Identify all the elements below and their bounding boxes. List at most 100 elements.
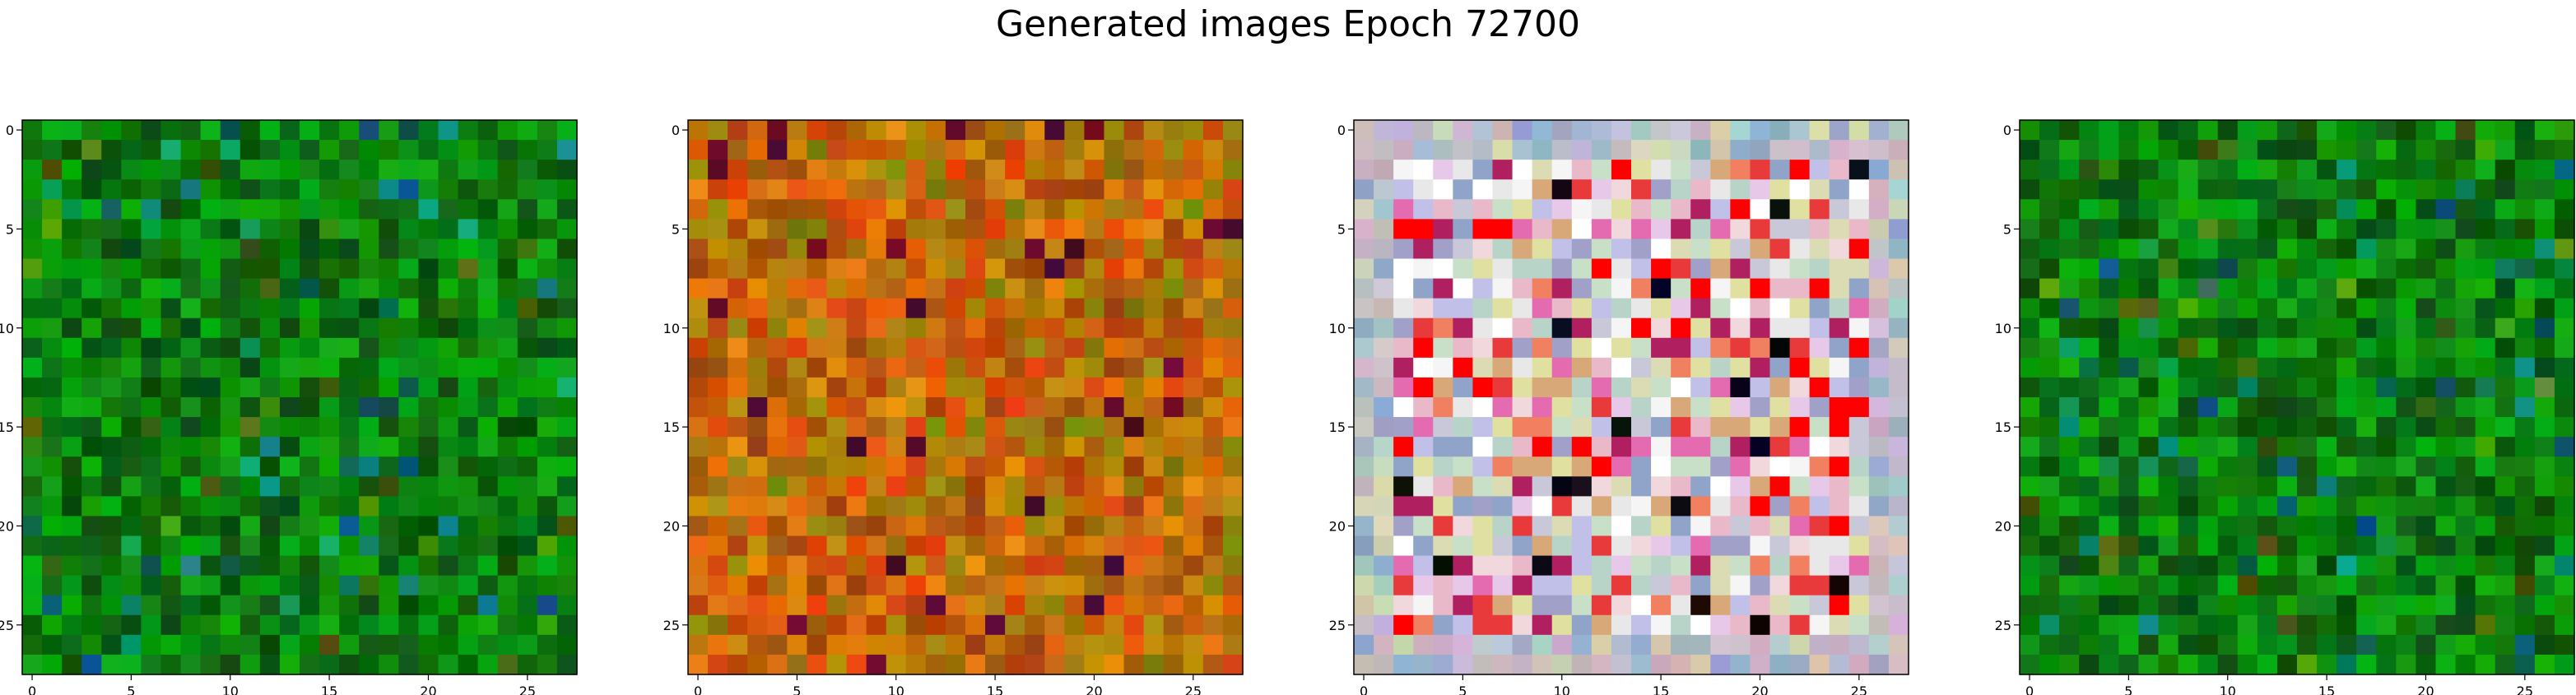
pixel-cell [279, 654, 300, 675]
pixel-cell [497, 496, 518, 517]
pixel-cell [1671, 535, 1691, 557]
pixel-cell [1222, 298, 1244, 319]
pixel-cell [1104, 258, 1125, 280]
pixel-cell [2514, 417, 2536, 438]
pixel-cell [359, 140, 379, 160]
pixel-cell [1374, 397, 1394, 418]
pixel-cell [2475, 595, 2496, 616]
pixel-cell [398, 456, 420, 477]
pixel-cell [220, 417, 241, 438]
pixel-cell [1888, 317, 1909, 339]
pixel-cell [2554, 298, 2575, 319]
pixel-cell [1789, 140, 1811, 160]
pixel-cell [180, 377, 202, 398]
pixel-cell [300, 278, 320, 299]
pixel-cell [180, 258, 202, 280]
pixel-cell [866, 278, 887, 299]
pixel-cell [2435, 476, 2457, 497]
pixel-cell [2217, 417, 2239, 438]
pixel-cell [458, 357, 479, 378]
pixel-cell [2356, 120, 2377, 141]
pixel-cell [2396, 377, 2417, 398]
pixel-cell [1413, 535, 1434, 557]
pixel-cell [965, 357, 986, 378]
pixel-cell [728, 535, 748, 557]
y-tick-label: 10 [1995, 321, 2011, 336]
pixel-cell [1611, 298, 1632, 319]
pixel-cell [925, 535, 946, 557]
pixel-cell [688, 397, 709, 418]
pixel-cell [1163, 219, 1184, 240]
pixel-cell [1888, 120, 1909, 141]
pixel-cell [1809, 555, 1830, 577]
pixel-cell [319, 357, 340, 378]
pixel-cell [905, 456, 927, 477]
pixel-cell [747, 120, 768, 141]
pixel-cell [2416, 516, 2437, 537]
pixel-cell [1551, 476, 1573, 497]
pixel-cell [2276, 179, 2298, 200]
pixel-cell [22, 654, 43, 675]
pixel-cell [866, 496, 887, 517]
pixel-cell [2099, 298, 2119, 319]
pixel-cell [2079, 535, 2099, 557]
pixel-cell [2317, 496, 2337, 517]
pixel-cell [2297, 179, 2318, 200]
pixel-cell [965, 278, 986, 299]
pixel-cell [1829, 555, 1850, 577]
pixel-cell [2059, 397, 2080, 418]
pixel-cell [2495, 357, 2516, 378]
pixel-cell [1750, 634, 1771, 656]
pixel-cell [747, 456, 768, 477]
pixel-cell [1064, 140, 1086, 160]
pixel-cell [1888, 614, 1909, 636]
pixel-cell [1591, 140, 1612, 160]
pixel-cell [239, 634, 261, 656]
pixel-cell [1750, 417, 1771, 438]
pixel-cell [2495, 437, 2516, 457]
pixel-cell [477, 357, 499, 378]
pixel-cell [728, 476, 748, 497]
pixel-cell [1848, 120, 1870, 141]
pixel-cell [2099, 239, 2119, 260]
pixel-cell [1453, 357, 1474, 378]
pixel-cell [1868, 456, 1890, 477]
pixel-cell [2039, 219, 2060, 240]
pixel-cell [767, 278, 788, 299]
pixel-cell [160, 496, 182, 517]
pixel-cell [2059, 496, 2080, 517]
pixel-cell [2020, 654, 2040, 675]
pixel-cell [477, 377, 499, 398]
pixel-cell [2079, 120, 2099, 141]
pixel-cell [1671, 595, 1691, 616]
pixel-cell [728, 298, 748, 319]
pixel-cell [1104, 120, 1125, 141]
pixel-cell [2455, 239, 2476, 260]
pixel-cell [1848, 417, 1870, 438]
pixel-cell [517, 337, 538, 359]
pixel-cell [220, 654, 241, 675]
pixel-cell [807, 337, 828, 359]
pixel-cell [985, 377, 1006, 398]
pixel-cell [160, 258, 182, 280]
pixel-cell [1591, 595, 1612, 616]
pixel-cell [1671, 160, 1691, 180]
pixel-cell [708, 496, 728, 517]
pixel-cell [359, 654, 379, 675]
pixel-cell [2197, 357, 2219, 378]
pixel-cell [1631, 654, 1652, 675]
pixel-cell [708, 258, 728, 280]
pixel-cell [2495, 555, 2516, 577]
pixel-cell [300, 595, 320, 616]
pixel-cell [1084, 456, 1105, 477]
pixel-cell [2317, 120, 2337, 141]
pixel-cell [1472, 516, 1494, 537]
pixel-cell [517, 258, 538, 280]
pixel-cell [1025, 199, 1045, 220]
pixel-cell [2475, 437, 2496, 457]
pixel-cell [1671, 516, 1691, 537]
pixel-cell [81, 219, 102, 240]
pixel-cell [846, 357, 867, 378]
pixel-cell [1202, 140, 1224, 160]
